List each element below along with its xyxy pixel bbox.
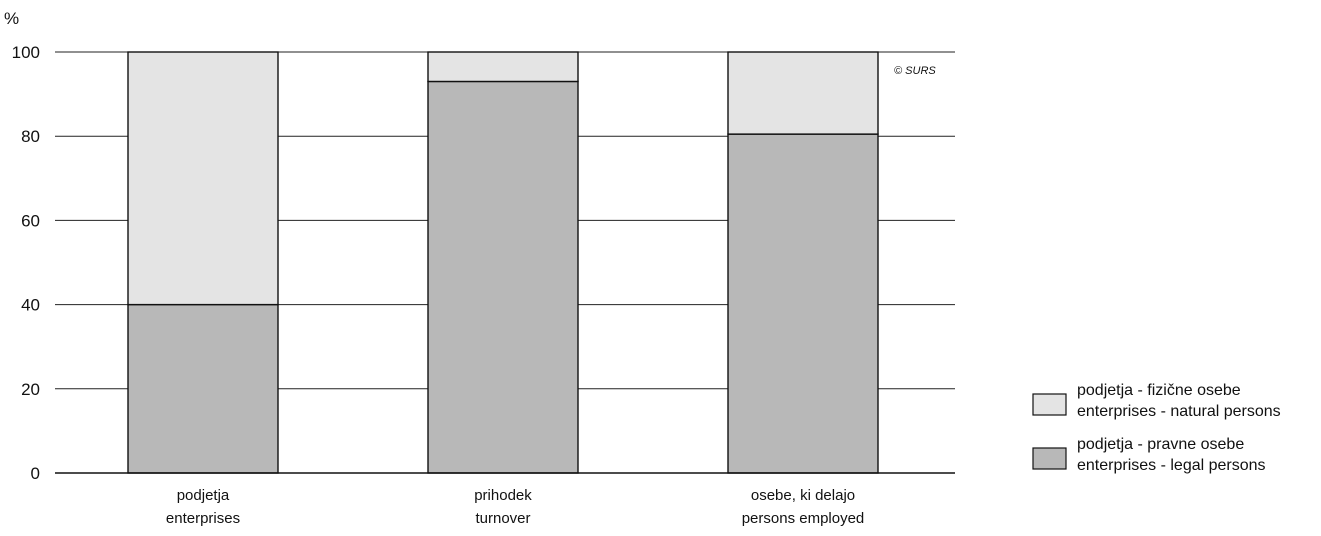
y-tick-label: 60 bbox=[21, 211, 40, 230]
legend-label: podjetja - fizične osebe bbox=[1077, 382, 1241, 399]
y-tick-label: 100 bbox=[12, 43, 40, 62]
legend-swatch bbox=[1032, 393, 1067, 416]
legend: podjetja - fizične osebe enterprises - na… bbox=[1032, 382, 1281, 474]
bar-segment bbox=[427, 80, 579, 474]
bar-segment bbox=[727, 51, 879, 135]
x-axis-category-labels: podjetja enterprises prihodek turnover osebe… bbox=[166, 487, 864, 527]
y-axis-unit-label: % bbox=[4, 9, 19, 28]
legend-swatch bbox=[1032, 447, 1067, 470]
x-category-label: prihodek bbox=[474, 487, 532, 504]
legend-label: podjetja - pravne osebe bbox=[1077, 436, 1244, 453]
y-tick-label: 40 bbox=[21, 296, 40, 315]
x-category-label: osebe, ki delajo bbox=[751, 487, 855, 504]
x-category-label: persons employed bbox=[742, 510, 865, 527]
y-tick-label: 0 bbox=[31, 464, 40, 483]
bar-segment bbox=[127, 303, 279, 474]
x-category-label: enterprises bbox=[166, 510, 240, 527]
legend-label: enterprises - natural persons bbox=[1077, 403, 1281, 420]
bar-segment bbox=[727, 133, 879, 474]
y-axis-ticks: 0 20 40 60 80 100 bbox=[12, 43, 40, 483]
x-category-label: podjetja bbox=[177, 487, 230, 504]
source-credit: © SURS bbox=[894, 65, 936, 77]
x-category-label: turnover bbox=[475, 510, 530, 527]
legend-label: enterprises - legal persons bbox=[1077, 457, 1266, 474]
bar-segment bbox=[427, 51, 579, 83]
y-tick-label: 80 bbox=[21, 127, 40, 146]
y-tick-label: 20 bbox=[21, 380, 40, 399]
bars bbox=[127, 51, 879, 474]
bar-segment bbox=[127, 51, 279, 306]
